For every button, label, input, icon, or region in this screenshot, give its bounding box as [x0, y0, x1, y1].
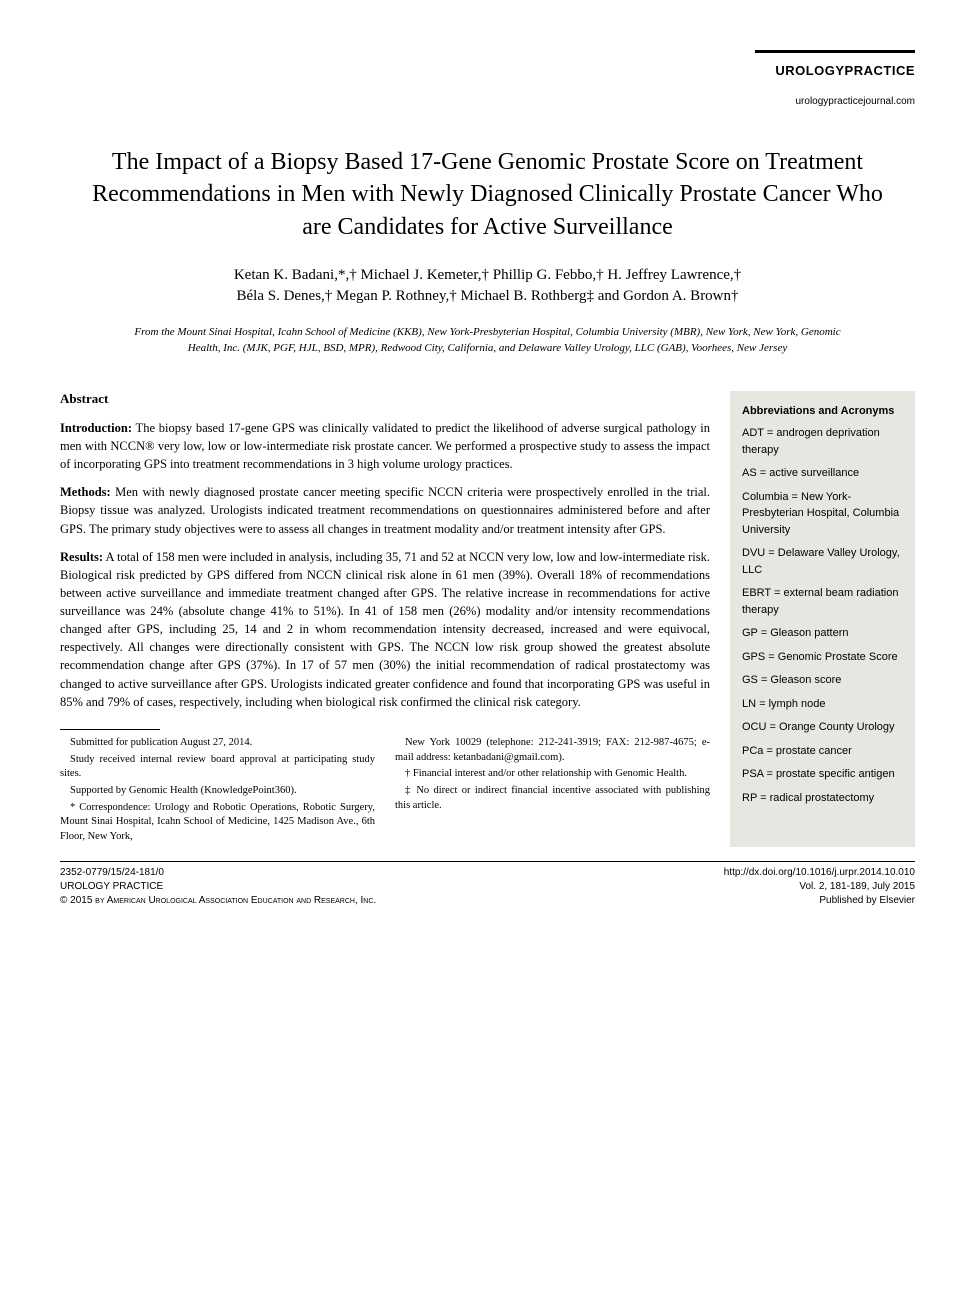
journal-name: UROLOGYPRACTICE	[755, 63, 915, 78]
sidebar-heading: Abbreviations and Acronyms	[742, 403, 903, 420]
abstract-results: Results: A total of 158 men were include…	[60, 548, 710, 711]
footnote-ddagger: ‡ No direct or indirect financial incent…	[395, 784, 710, 813]
abstract-methods: Methods: Men with newly diagnosed prosta…	[60, 483, 710, 537]
abbr-item: EBRT = external beam radiation therapy	[742, 585, 903, 618]
footnote-correspondence-cont: New York 10029 (telephone: 212-241-3919;…	[395, 736, 710, 765]
abbr-item: PSA = prostate specific antigen	[742, 766, 903, 783]
abbr-item: RP = radical prostatectomy	[742, 790, 903, 807]
abstract-introduction: Introduction: The biopsy based 17-gene G…	[60, 419, 710, 473]
page-footer: 2352-0779/15/24-181/0 UROLOGY PRACTICE ©…	[60, 861, 915, 908]
abbr-item: LN = lymph node	[742, 696, 903, 713]
abbreviations-list: ADT = androgen deprivation therapy AS = a…	[742, 425, 903, 806]
abbreviations-sidebar: Abbreviations and Acronyms ADT = androge…	[730, 391, 915, 847]
affiliations: From the Mount Sinai Hospital, Icahn Sch…	[120, 325, 855, 356]
abbr-item: OCU = Orange County Urology	[742, 719, 903, 736]
footnotes-rule	[60, 729, 160, 730]
abbr-item: GPS = Genomic Prostate Score	[742, 649, 903, 666]
footer-volume: Vol. 2, 181-189, July 2015	[724, 880, 915, 894]
results-text: A total of 158 men were included in anal…	[60, 550, 710, 709]
methods-text: Men with newly diagnosed prostate cancer…	[60, 485, 710, 535]
footer-publisher: Published by Elsevier	[724, 894, 915, 908]
footnote-col-left: Submitted for publication August 27, 201…	[60, 736, 375, 847]
journal-header: UROLOGYPRACTICE urologypracticejournal.c…	[60, 50, 915, 142]
methods-label: Methods:	[60, 485, 111, 499]
footnotes: Submitted for publication August 27, 201…	[60, 736, 710, 847]
footer-right: http://dx.doi.org/10.1016/j.urpr.2014.10…	[724, 866, 915, 908]
footnote-irb: Study received internal review board app…	[60, 753, 375, 782]
abbr-item: Columbia = New York-Presbyterian Hospita…	[742, 489, 903, 539]
intro-text: The biopsy based 17-gene GPS was clinica…	[60, 421, 710, 471]
authors-line-2: Béla S. Denes,† Megan P. Rothney,† Micha…	[236, 288, 738, 304]
authors: Ketan K. Badani,*,† Michael J. Kemeter,†…	[100, 265, 875, 307]
abbr-item: GS = Gleason score	[742, 672, 903, 689]
main-content-row: Abstract Introduction: The biopsy based …	[60, 391, 915, 847]
footer-left: 2352-0779/15/24-181/0 UROLOGY PRACTICE ©…	[60, 866, 376, 908]
journal-url: urologypracticejournal.com	[755, 96, 915, 107]
abbr-item: PCa = prostate cancer	[742, 743, 903, 760]
footer-copyright: © 2015 by American Urological Associatio…	[60, 894, 376, 908]
results-label: Results:	[60, 550, 103, 564]
footer-journal: UROLOGY PRACTICE	[60, 880, 376, 894]
footnote-dagger: † Financial interest and/or other relati…	[395, 767, 710, 782]
abstract-heading: Abstract	[60, 391, 710, 407]
footnote-submitted: Submitted for publication August 27, 201…	[60, 736, 375, 751]
authors-line-1: Ketan K. Badani,*,† Michael J. Kemeter,†…	[234, 267, 741, 283]
footnote-support: Supported by Genomic Health (KnowledgePo…	[60, 784, 375, 799]
article-title: The Impact of a Biopsy Based 17-Gene Gen…	[80, 146, 895, 243]
footer-issn: 2352-0779/15/24-181/0	[60, 866, 376, 880]
footnote-col-right: New York 10029 (telephone: 212-241-3919;…	[395, 736, 710, 847]
header-rule	[755, 50, 915, 53]
abbr-item: ADT = androgen deprivation therapy	[742, 425, 903, 458]
abstract-column: Abstract Introduction: The biopsy based …	[60, 391, 710, 847]
footnote-correspondence: * Correspondence: Urology and Robotic Op…	[60, 801, 375, 845]
intro-label: Introduction:	[60, 421, 132, 435]
abbr-item: DVU = Delaware Valley Urology, LLC	[742, 545, 903, 578]
abbr-item: GP = Gleason pattern	[742, 625, 903, 642]
abbr-item: AS = active surveillance	[742, 465, 903, 482]
footer-doi: http://dx.doi.org/10.1016/j.urpr.2014.10…	[724, 866, 915, 880]
